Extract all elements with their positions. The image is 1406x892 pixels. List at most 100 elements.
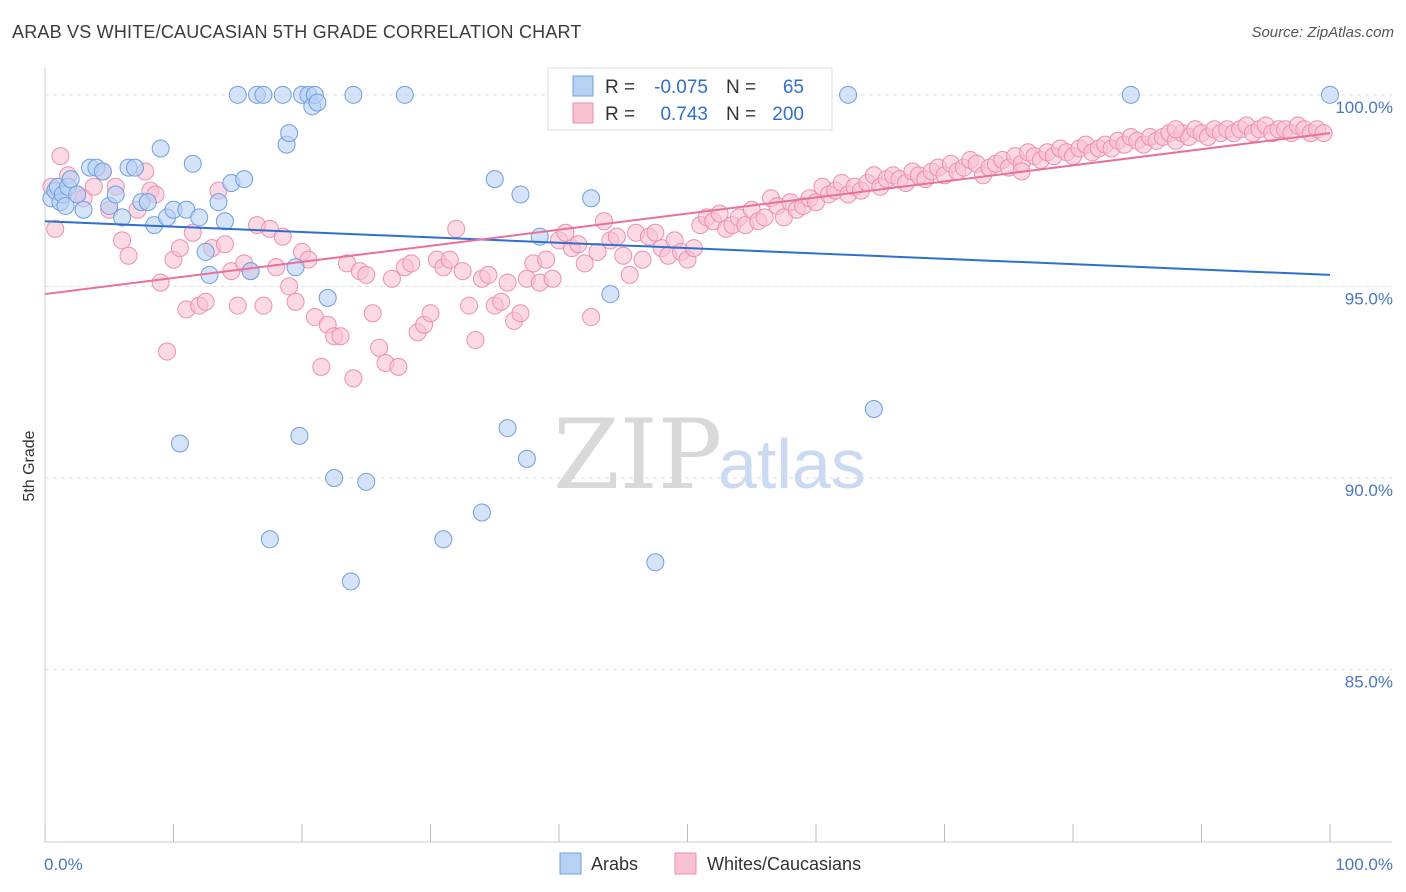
arab-point-48 <box>308 93 327 112</box>
white-point-49 <box>363 304 382 323</box>
arab-point-64 <box>646 553 665 572</box>
white-point-65 <box>466 331 485 350</box>
arab-point-35 <box>241 262 260 281</box>
arab-point-26 <box>183 154 202 173</box>
arab-point-38 <box>260 530 279 549</box>
white-point-28 <box>228 296 247 315</box>
white-point-41 <box>312 357 331 376</box>
white-point-64 <box>460 296 479 315</box>
white-point-48 <box>357 265 376 284</box>
arab-point-43 <box>290 426 309 445</box>
legend-swatch-whites <box>572 102 594 124</box>
white-point-10 <box>113 231 132 250</box>
arab-point-49 <box>318 288 337 307</box>
white-point-77 <box>543 269 562 288</box>
white-point-53 <box>389 357 408 376</box>
bottom-legend-swatch-arabs <box>559 852 582 875</box>
white-point-11 <box>119 246 138 265</box>
arab-point-33 <box>228 85 247 104</box>
white-point-16 <box>151 273 170 292</box>
arab-trend-line <box>44 220 1331 276</box>
white-trend-line <box>44 132 1331 296</box>
legend-swatch-arabs <box>572 75 594 97</box>
arab-point-55 <box>434 530 453 549</box>
arab-point-14 <box>106 185 125 204</box>
arab-point-41 <box>280 124 299 143</box>
watermark-zip: ZIP <box>553 399 722 511</box>
arab-point-8 <box>68 185 87 204</box>
bottom-legend-label-arabs: Arabs <box>591 854 638 874</box>
arab-point-17 <box>125 158 144 177</box>
arab-point-66 <box>864 400 883 419</box>
watermark: ZIP atlas <box>553 399 866 511</box>
legend-n-label-arabs: N = <box>726 77 756 98</box>
white-point-93 <box>646 223 665 242</box>
white-point-67 <box>479 265 498 284</box>
white-point-58 <box>421 304 440 323</box>
white-point-36 <box>280 277 299 296</box>
arab-point-5 <box>56 196 75 215</box>
arab-point-63 <box>601 285 620 304</box>
white-point-34 <box>267 258 286 277</box>
arab-point-30 <box>209 193 228 212</box>
arab-point-34 <box>235 170 254 189</box>
white-point-26 <box>215 235 234 254</box>
x-tick-label-1: 100.0% <box>1335 855 1393 874</box>
x-tick-label-0: 0.0% <box>44 855 83 874</box>
white-point-76 <box>537 250 556 269</box>
white-point-46 <box>344 369 363 388</box>
bottom-legend-label-whites: Whites/Caucasians <box>707 854 861 874</box>
arab-point-24 <box>170 434 189 453</box>
arab-point-27 <box>190 208 209 227</box>
arab-point-57 <box>485 170 504 189</box>
trend-layer <box>44 132 1331 296</box>
white-point-82 <box>575 254 594 273</box>
white-point-61 <box>440 250 459 269</box>
arab-point-54 <box>395 85 414 104</box>
white-point-44 <box>331 327 350 346</box>
white-point-55 <box>402 254 421 273</box>
arab-point-65 <box>839 85 858 104</box>
arab-point-56 <box>472 503 491 522</box>
arab-point-67 <box>1121 85 1140 104</box>
white-point-69 <box>492 292 511 311</box>
arab-point-19 <box>138 193 157 212</box>
white-point-19 <box>170 239 189 258</box>
legend-r-label-whites: R = <box>605 104 635 125</box>
arab-point-12 <box>93 162 112 181</box>
arab-point-15 <box>113 208 132 227</box>
white-point-63 <box>453 262 472 281</box>
white-point-85 <box>594 212 613 231</box>
watermark-atlas: atlas <box>718 425 866 503</box>
arab-point-51 <box>341 572 360 591</box>
legend-n-label-whites: N = <box>726 104 756 125</box>
arab-point-28 <box>196 242 215 261</box>
legend-r-value-whites: 0.743 <box>660 104 708 125</box>
white-point-17 <box>158 342 177 361</box>
white-point-2 <box>51 147 70 166</box>
arab-point-68 <box>1321 85 1339 104</box>
y-tick-label-3: 85.0% <box>1345 673 1393 692</box>
legend-r-value-arabs: -0.075 <box>654 77 708 98</box>
white-point-83 <box>582 308 601 327</box>
legend-n-value-arabs: 65 <box>783 77 804 98</box>
arab-point-21 <box>151 139 170 158</box>
bottom-legend: Arabs Whites/Caucasians <box>559 852 861 875</box>
arab-point-53 <box>357 472 376 491</box>
white-point-62 <box>447 219 466 238</box>
y-tick-label-0: 100.0% <box>1335 98 1393 117</box>
legend-frame <box>547 67 833 131</box>
ticks-layer: 100.0% 95.0% 90.0% 85.0% 0.0% 100.0% <box>44 98 1393 874</box>
white-point-87 <box>607 227 626 246</box>
arab-point-59 <box>511 185 530 204</box>
white-point-52 <box>382 269 401 288</box>
legend-n-value-whites: 200 <box>772 104 804 125</box>
arab-point-7 <box>61 170 80 189</box>
white-point-23 <box>196 292 215 311</box>
chart-source: Source: ZipAtlas.com <box>1251 24 1394 41</box>
white-point-89 <box>620 265 639 284</box>
arab-point-37 <box>254 85 273 104</box>
white-point-199 <box>1166 120 1185 139</box>
arab-point-39 <box>273 85 292 104</box>
white-point-32 <box>254 296 273 315</box>
